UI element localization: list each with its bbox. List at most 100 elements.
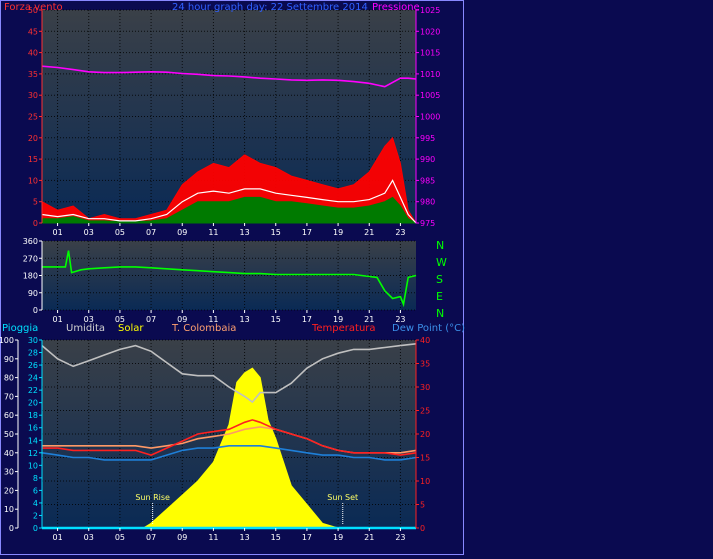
direction-xtick-label-09: 09 bbox=[177, 315, 187, 324]
graph-title: 24 hour graph day: 22 Settembre 2014 bbox=[172, 2, 368, 13]
wind-ytick-label-20: 20 bbox=[28, 134, 38, 143]
wind-xtick-label-03: 03 bbox=[84, 228, 94, 237]
pressure-ytick-label-995: 995 bbox=[420, 134, 435, 143]
humidity-ytick-label-60: 60 bbox=[4, 411, 14, 420]
humidity-ytick-label-90: 90 bbox=[4, 355, 14, 364]
wind-ytick-label-30: 30 bbox=[28, 91, 38, 100]
sunrise-label: Sun Rise bbox=[135, 493, 170, 502]
direction-xtick-label-03: 03 bbox=[84, 315, 94, 324]
pressure-ytick-label-985: 985 bbox=[420, 176, 435, 185]
temperature-line bbox=[42, 419, 417, 456]
humidity-ytick-label-100: 100 bbox=[0, 336, 14, 345]
temperature-ytick-label-10: 10 bbox=[420, 477, 430, 486]
compass-e: E bbox=[436, 290, 443, 303]
temperature-panel-xtick-label-11: 11 bbox=[208, 533, 218, 542]
rain-ytick-label-14: 14 bbox=[28, 436, 38, 445]
direction-xtick-label-11: 11 bbox=[208, 315, 218, 324]
humidity-ytick-label-40: 40 bbox=[4, 449, 14, 458]
pressure-ytick-label-990: 990 bbox=[420, 155, 435, 164]
humidity-ytick-label-0: 0 bbox=[9, 524, 14, 533]
temperature-panel-xtick-label-21: 21 bbox=[364, 533, 374, 542]
legend-tcolombaia: T. Colombaia bbox=[171, 323, 236, 334]
compass-n-bottom: N bbox=[436, 307, 444, 320]
wind-ytick-label-25: 25 bbox=[28, 113, 38, 122]
direction-ytick-label-270: 270 bbox=[23, 254, 38, 263]
wind-ytick-label-45: 45 bbox=[28, 27, 38, 36]
temperature-panel-xtick-label-17: 17 bbox=[302, 533, 312, 542]
rain-ytick-label-28: 28 bbox=[28, 349, 38, 358]
rain-ytick-label-6: 6 bbox=[33, 486, 38, 495]
wind-xtick-label-15: 15 bbox=[271, 228, 281, 237]
rain-ytick-label-26: 26 bbox=[28, 361, 38, 370]
rain-ytick-label-4: 4 bbox=[33, 499, 38, 508]
compass-w: W bbox=[436, 256, 447, 269]
humidity-ytick-label-50: 50 bbox=[4, 430, 14, 439]
pressure-ytick-label-1015: 1015 bbox=[420, 49, 440, 58]
wind-ytick-label-35: 35 bbox=[28, 70, 38, 79]
rain-ytick-label-16: 16 bbox=[28, 424, 38, 433]
direction-ytick-label-360: 360 bbox=[23, 237, 38, 246]
direction-ytick-label-90: 90 bbox=[28, 289, 38, 298]
temperature-ytick-label-30: 30 bbox=[420, 383, 430, 392]
humidity-ytick-label-70: 70 bbox=[4, 392, 14, 401]
legend-temperature: Temperatura bbox=[311, 323, 376, 334]
rain-ytick-label-30: 30 bbox=[28, 336, 38, 345]
wind-ytick-label-10: 10 bbox=[28, 176, 38, 185]
wind-strength-label: Forza vento bbox=[4, 2, 63, 13]
rain-ytick-label-0: 0 bbox=[33, 524, 38, 533]
dewpoint-line bbox=[41, 445, 417, 461]
wind-ytick-label-40: 40 bbox=[28, 49, 38, 58]
wind-xtick-label-01: 01 bbox=[52, 228, 62, 237]
rain-ytick-label-24: 24 bbox=[28, 374, 38, 383]
direction-xtick-label-13: 13 bbox=[239, 315, 249, 324]
temperature-ytick-label-5: 5 bbox=[420, 501, 425, 510]
wind-xtick-label-19: 19 bbox=[333, 228, 343, 237]
wind-xtick-label-05: 05 bbox=[115, 228, 125, 237]
direction-xtick-label-21: 21 bbox=[364, 315, 374, 324]
direction-xtick-label-15: 15 bbox=[271, 315, 281, 324]
wind-xtick-label-07: 07 bbox=[146, 228, 156, 237]
axis-layer: 0510152025303540455097598098599099510001… bbox=[0, 6, 440, 542]
series-layer bbox=[41, 65, 417, 530]
temperature-panel-xtick-label-07: 07 bbox=[146, 533, 156, 542]
wind-ytick-label-50: 50 bbox=[28, 6, 38, 15]
temperature-ytick-label-25: 25 bbox=[420, 407, 430, 416]
wind-ytick-label-15: 15 bbox=[28, 155, 38, 164]
temperature-panel-xtick-label-03: 03 bbox=[84, 533, 94, 542]
pressure-ytick-label-1000: 1000 bbox=[420, 113, 440, 122]
temperature-panel-xtick-label-13: 13 bbox=[239, 533, 249, 542]
temperature-panel-xtick-label-19: 19 bbox=[333, 533, 343, 542]
humidity-ytick-label-30: 30 bbox=[4, 468, 14, 477]
pressure-label: Pressione bbox=[372, 2, 420, 13]
humidity-ytick-label-80: 80 bbox=[4, 374, 14, 383]
direction-ytick-label-0: 0 bbox=[33, 306, 38, 315]
rain-ytick-label-20: 20 bbox=[28, 399, 38, 408]
pressure-line bbox=[41, 65, 417, 88]
temperature-ytick-label-0: 0 bbox=[420, 524, 425, 533]
temperature-ytick-label-35: 35 bbox=[420, 360, 430, 369]
humidity-ytick-label-10: 10 bbox=[4, 505, 14, 514]
temperature-panel-xtick-label-01: 01 bbox=[52, 533, 62, 542]
sunset-label: Sun Set bbox=[327, 493, 358, 502]
temperature-ytick-label-40: 40 bbox=[420, 336, 430, 345]
temperature-panel-xtick-label-23: 23 bbox=[395, 533, 405, 542]
rain-ytick-label-10: 10 bbox=[28, 461, 38, 470]
wind-average-area bbox=[41, 196, 417, 224]
pressure-ytick-label-975: 975 bbox=[420, 219, 435, 228]
legend-solar: Solar bbox=[118, 323, 144, 334]
wind-direction-line bbox=[42, 250, 417, 308]
direction-xtick-label-23: 23 bbox=[395, 315, 405, 324]
direction-xtick-label-01: 01 bbox=[52, 315, 62, 324]
legend-dewpoint: Dew Point (°C) bbox=[392, 323, 465, 334]
humidity-ytick-label-20: 20 bbox=[4, 486, 14, 495]
pressure-ytick-label-1010: 1010 bbox=[420, 70, 440, 79]
compass-n-top: N bbox=[436, 239, 444, 252]
pressure-ytick-label-980: 980 bbox=[420, 198, 435, 207]
direction-xtick-label-05: 05 bbox=[115, 315, 125, 324]
wind-speed-line bbox=[41, 179, 417, 224]
wind-xtick-label-11: 11 bbox=[208, 228, 218, 237]
pressure-ytick-label-1005: 1005 bbox=[420, 91, 440, 100]
wind-xtick-label-17: 17 bbox=[302, 228, 312, 237]
wind-xtick-label-09: 09 bbox=[177, 228, 187, 237]
